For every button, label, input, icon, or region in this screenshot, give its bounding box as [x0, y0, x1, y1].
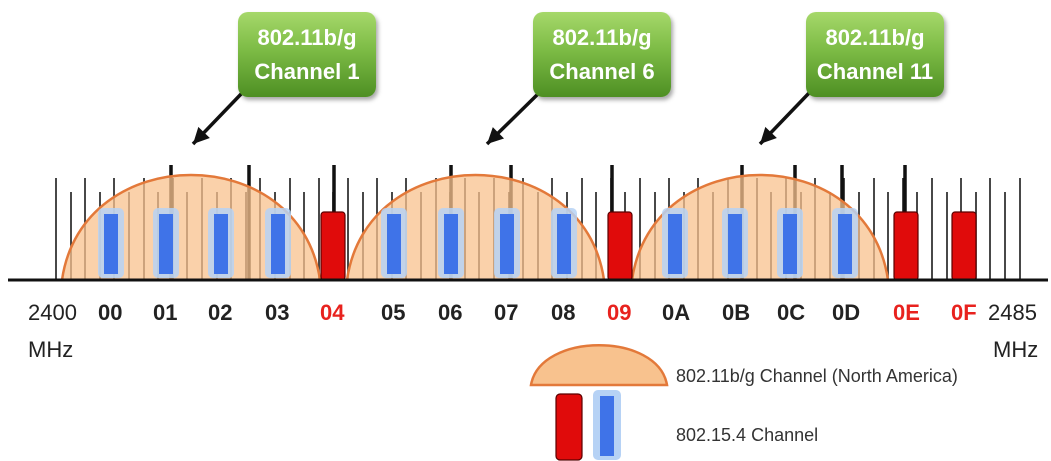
- zigbee-channel-bar-09: [607, 211, 633, 281]
- callout-channel-11-line1: 802.11b/g: [825, 24, 925, 50]
- axis-start-unit: MHz: [28, 337, 74, 362]
- channel-label-04: 04: [320, 300, 345, 325]
- zigbee-channel-bar-0A: [668, 214, 682, 274]
- wifi-channel-arc-1: [60, 173, 322, 281]
- channel-label-0C: 0C: [777, 300, 806, 325]
- channel-label-05: 05: [381, 300, 406, 325]
- callout-channel-6: 802.11b/g Channel 6: [533, 12, 671, 97]
- zigbee-channel-bar-0B: [728, 214, 742, 274]
- callout-channel-6-line1: 802.11b/g: [552, 24, 652, 50]
- callout-arrow-head-2: [487, 127, 505, 144]
- zigbee-channel-bar-08: [557, 214, 571, 274]
- legend-wifi-arc: [529, 344, 669, 387]
- zigbee-channel-bar-04: [320, 211, 346, 281]
- axis-end-unit: MHz: [993, 337, 1039, 362]
- wifi-channel-arc-3: [630, 173, 890, 281]
- zigbee-channel-bar-00: [104, 214, 118, 274]
- zigbee-channel-bar-06: [444, 214, 458, 274]
- callout-channel-1-line1: 802.11b/g: [257, 24, 357, 50]
- callout-arrow-head-1: [193, 126, 210, 144]
- channel-label-09: 09: [607, 300, 632, 325]
- channel-label-03: 03: [265, 300, 290, 325]
- wifi-channel-arcs: [60, 173, 890, 281]
- callout-channel-6-line2: Channel 6: [549, 58, 655, 84]
- channel-label-06: 06: [438, 300, 463, 325]
- channel-label-01: 01: [153, 300, 178, 325]
- zigbee-channel-bar-01: [159, 214, 173, 274]
- callout-arrow-head-3: [760, 126, 777, 144]
- zigbee-channel-bar-0E: [893, 211, 919, 281]
- wifi-channel-arc-2: [345, 173, 606, 281]
- zigbee-channel-bar-0F: [951, 211, 977, 281]
- zigbee-channel-bar-05: [387, 214, 401, 274]
- legend-red-bar: [555, 393, 583, 461]
- channel-label-07: 07: [494, 300, 519, 325]
- channel-label-0F: 0F: [951, 300, 977, 325]
- channel-label-0A: 0A: [662, 300, 691, 325]
- zigbee-channel-bars: [98, 208, 977, 281]
- axis-start-value: 2400: [28, 300, 77, 325]
- zigbee-channel-bar-03: [271, 214, 285, 274]
- callout-channel-11: 802.11b/g Channel 11: [806, 12, 944, 97]
- callout-channel-11-line2: Channel 11: [816, 58, 934, 84]
- channel-label-0D: 0D: [832, 300, 861, 325]
- callout-channel-1-line2: Channel 1: [254, 58, 360, 84]
- zigbee-channel-bar-02: [214, 214, 228, 274]
- zigbee-channel-bar-0D: [838, 214, 852, 274]
- zigbee-channel-bar-0C: [783, 214, 797, 274]
- legend-blue-bar: [600, 396, 614, 456]
- channel-label-00: 00: [98, 300, 123, 325]
- channel-label-0B: 0B: [722, 300, 751, 325]
- callout-arrows: [191, 90, 812, 146]
- channel-label-02: 02: [208, 300, 233, 325]
- channel-label-08: 08: [551, 300, 576, 325]
- axis-end-value: 2485: [988, 300, 1037, 325]
- zigbee-channel-bar-07: [500, 214, 514, 274]
- legend-shapes: [529, 344, 669, 461]
- legend-wifi-label: 802.11b/g Channel (North America): [676, 366, 958, 386]
- channel-label-0E: 0E: [893, 300, 920, 325]
- legend-zigbee-label: 802.15.4 Channel: [676, 425, 819, 445]
- callout-channel-1: 802.11b/g Channel 1: [238, 12, 376, 97]
